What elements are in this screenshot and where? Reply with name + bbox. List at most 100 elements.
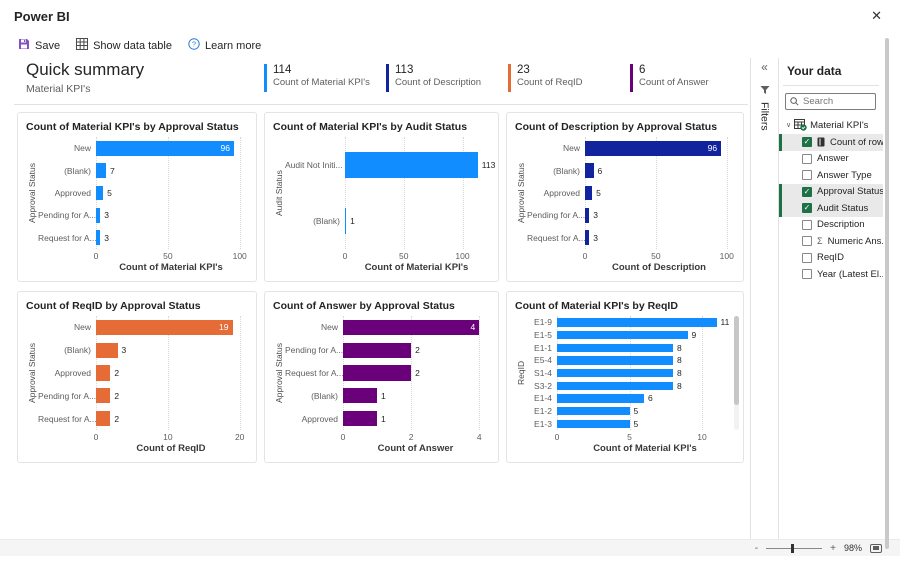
close-icon[interactable]: ✕ [871, 8, 882, 23]
category-label: New [73, 322, 91, 333]
bar[interactable] [96, 163, 107, 178]
zoom-slider[interactable] [766, 543, 823, 553]
bar[interactable] [96, 208, 101, 223]
field-label: Audit Status [817, 202, 869, 214]
bar[interactable] [345, 208, 347, 234]
zoom-slider-handle[interactable] [791, 543, 795, 553]
bar[interactable]: 96 [96, 140, 234, 156]
field-row-numeric-ans-[interactable]: Σ Numeric Ans... [779, 233, 883, 250]
y-axis-title: Approval Status [27, 343, 37, 404]
bar-value: 3 [104, 210, 110, 221]
field-checkbox[interactable] [802, 269, 812, 280]
table-node[interactable]: ∨ Material KPI's [779, 116, 883, 134]
bar[interactable] [585, 185, 593, 201]
collapse-pane-icon[interactable]: « [761, 60, 768, 74]
bar[interactable]: 96 [585, 140, 722, 156]
bar[interactable] [343, 388, 378, 404]
bar[interactable] [96, 411, 111, 427]
bar-area: 2 [96, 407, 244, 430]
chart-row: Request for A... 2 [285, 362, 488, 385]
x-tick-label: 4 [476, 432, 482, 442]
field-checkbox[interactable]: ✓ [802, 186, 812, 197]
bar-value: 2 [114, 413, 120, 424]
chart-row: Approved 5 [38, 182, 246, 204]
bar[interactable] [557, 343, 673, 352]
field-checkbox[interactable] [802, 219, 812, 230]
bar[interactable] [345, 152, 478, 178]
field-row-count-of-rows[interactable]: ✓ Count of rows [779, 134, 883, 151]
show-data-table-button[interactable]: Show data table [76, 38, 172, 53]
x-axis: 0 50 100 [583, 249, 734, 261]
filter-funnel-icon[interactable] [760, 82, 770, 100]
field-row-reqid[interactable]: ReqID [779, 250, 883, 267]
field-row-approval-status[interactable]: ✓ Approval Status [779, 183, 883, 200]
bar[interactable] [557, 356, 673, 365]
chart-card: Count of Description by Approval Status A… [506, 112, 744, 282]
field-row-answer-type[interactable]: Answer Type [779, 167, 883, 184]
x-tick-label: 20 [234, 432, 245, 442]
bar[interactable] [557, 318, 717, 327]
chart-row: (Blank) 1 [285, 384, 488, 407]
save-button[interactable]: Save [18, 38, 60, 53]
zoom-out-button[interactable]: - [754, 542, 759, 554]
field-checkbox[interactable] [802, 252, 812, 263]
chart-scrollbar[interactable] [734, 316, 739, 430]
field-checkbox[interactable]: ✓ [802, 203, 812, 214]
field-row-description[interactable]: Description [779, 217, 883, 234]
field-checkbox[interactable]: ✓ [802, 137, 812, 148]
field-row-year-latest-el-[interactable]: Year (Latest El... [779, 266, 883, 283]
bar[interactable] [343, 342, 412, 358]
bar[interactable] [96, 388, 111, 404]
search-box[interactable] [785, 93, 876, 110]
chevron-down-icon[interactable]: ∨ [786, 122, 792, 129]
bar-value: 3 [121, 345, 127, 356]
field-row-audit-status[interactable]: ✓ Audit Status [779, 200, 883, 217]
bar[interactable] [557, 368, 673, 378]
fit-to-page-icon[interactable] [870, 543, 882, 553]
window-scrollbar-thumb[interactable] [885, 38, 889, 549]
chart-row: New 96 [527, 137, 733, 159]
bar[interactable] [557, 381, 673, 390]
field-checkbox[interactable] [802, 153, 812, 164]
bar[interactable] [557, 406, 630, 416]
count-of-rows-icon [817, 137, 825, 147]
x-tick-label: 2 [408, 432, 414, 442]
bar[interactable] [585, 163, 594, 178]
plot-area: New 96 (Blank) 6 Approved 5 Pending for A... 3 R… [527, 137, 733, 249]
chart-row: E1-2 5 [527, 405, 733, 418]
bar-area: 3 [96, 204, 244, 226]
chart-scrollbar-thumb[interactable] [734, 316, 739, 405]
window-scrollbar[interactable] [884, 34, 890, 559]
x-tick-label: 5 [627, 432, 632, 442]
x-axis-title: Count of Material KPI's [364, 262, 469, 273]
bar[interactable] [96, 365, 111, 381]
table-icon [76, 38, 89, 53]
bar-area: 6 [557, 392, 731, 405]
field-checkbox[interactable] [802, 170, 812, 181]
bar[interactable] [585, 208, 590, 223]
learn-more-link[interactable]: ? Learn more [188, 38, 261, 53]
x-tick-label: 0 [342, 251, 348, 261]
x-tick-label: 0 [340, 432, 346, 442]
search-input[interactable] [803, 96, 873, 107]
bar[interactable] [96, 230, 101, 246]
bar[interactable]: 19 [96, 319, 233, 335]
bar[interactable] [343, 411, 378, 427]
field-label: Approval Status [817, 186, 883, 198]
kpi-color-bar [630, 64, 633, 92]
bar-value: 6 [648, 393, 653, 404]
bar[interactable] [96, 185, 104, 201]
bar[interactable] [557, 419, 630, 428]
bar-area: 2 [343, 339, 486, 362]
bar[interactable]: 4 [343, 319, 480, 335]
filters-tab[interactable]: Filters [758, 102, 771, 131]
x-tick-label: 50 [163, 251, 173, 261]
bar[interactable] [585, 230, 590, 246]
zoom-in-button[interactable]: + [830, 542, 836, 554]
bar[interactable] [557, 330, 688, 340]
bar[interactable] [96, 342, 118, 358]
bar[interactable] [557, 394, 644, 403]
field-checkbox[interactable] [802, 236, 812, 247]
field-row-answer[interactable]: Answer [779, 151, 883, 168]
bar[interactable] [343, 365, 412, 381]
